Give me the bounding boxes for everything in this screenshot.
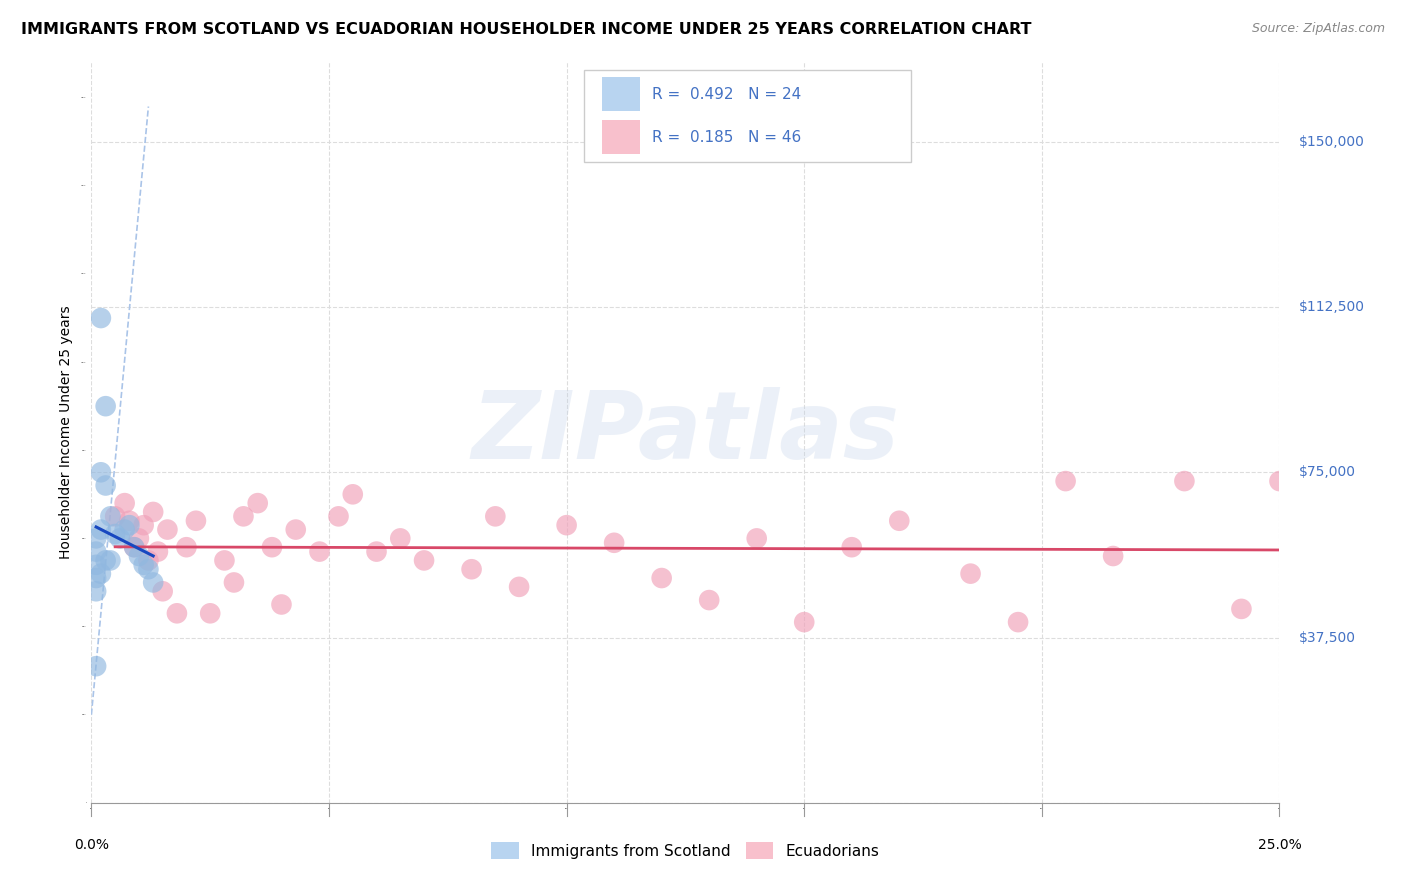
Point [1007, 615, 1029, 629]
Point [90, 523, 112, 537]
Text: R =  0.185   N = 46: R = 0.185 N = 46 [652, 129, 801, 145]
Text: $37,500: $37,500 [1299, 631, 1355, 645]
Point [176, 540, 198, 554]
Point [104, 527, 127, 541]
Point [94, 478, 117, 492]
Point [603, 536, 626, 550]
Point [328, 509, 350, 524]
Point [1268, 474, 1291, 488]
Point [413, 553, 436, 567]
Point [959, 566, 981, 581]
Text: ZIPatlas: ZIPatlas [471, 386, 900, 479]
Point [284, 523, 307, 537]
Point [232, 509, 254, 524]
FancyBboxPatch shape [602, 78, 640, 112]
FancyBboxPatch shape [585, 70, 911, 162]
Point [156, 523, 179, 537]
Point [90, 566, 112, 581]
Point [100, 509, 122, 524]
Point [1102, 549, 1125, 563]
Point [132, 518, 155, 533]
Legend: Immigrants from Scotland, Ecuadorians: Immigrants from Scotland, Ecuadorians [485, 836, 886, 865]
Point [84, 584, 107, 599]
Point [1054, 474, 1077, 488]
Text: 0.0%: 0.0% [75, 838, 108, 852]
Point [84, 571, 107, 585]
Point [104, 509, 127, 524]
Point [138, 553, 160, 567]
Point [342, 487, 364, 501]
Point [142, 505, 165, 519]
Point [122, 540, 145, 554]
Text: 25.0%: 25.0% [1257, 838, 1302, 852]
Point [270, 598, 292, 612]
Point [90, 465, 112, 479]
FancyBboxPatch shape [602, 120, 640, 154]
Point [84, 532, 107, 546]
Point [889, 514, 911, 528]
Point [793, 615, 815, 629]
Point [366, 544, 388, 558]
Point [138, 562, 160, 576]
Point [222, 575, 245, 590]
Point [745, 532, 768, 546]
Point [200, 607, 222, 621]
Point [389, 532, 412, 546]
Point [508, 580, 530, 594]
Point [246, 496, 269, 510]
Point [841, 540, 863, 554]
Point [84, 659, 107, 673]
Point [122, 540, 145, 554]
Point [108, 532, 131, 546]
Point [84, 544, 107, 558]
Point [260, 540, 283, 554]
Point [132, 558, 155, 572]
Text: $75,000: $75,000 [1299, 466, 1355, 479]
Point [146, 544, 169, 558]
Point [84, 558, 107, 572]
Point [114, 523, 136, 537]
Point [484, 509, 506, 524]
Point [118, 514, 141, 528]
Point [152, 584, 174, 599]
Point [651, 571, 673, 585]
Point [460, 562, 482, 576]
Point [142, 575, 165, 590]
Point [128, 532, 150, 546]
Point [118, 518, 141, 533]
Point [697, 593, 720, 607]
Point [166, 607, 188, 621]
Point [184, 514, 207, 528]
Point [90, 311, 112, 326]
Point [94, 553, 117, 567]
Point [100, 553, 122, 567]
Point [214, 553, 236, 567]
Text: $112,500: $112,500 [1299, 300, 1364, 314]
Point [555, 518, 578, 533]
Text: IMMIGRANTS FROM SCOTLAND VS ECUADORIAN HOUSEHOLDER INCOME UNDER 25 YEARS CORRELA: IMMIGRANTS FROM SCOTLAND VS ECUADORIAN H… [21, 22, 1032, 37]
Text: Source: ZipAtlas.com: Source: ZipAtlas.com [1251, 22, 1385, 36]
Point [308, 544, 330, 558]
Point [94, 399, 117, 413]
Point [128, 549, 150, 563]
Y-axis label: Householder Income Under 25 years: Householder Income Under 25 years [59, 306, 73, 559]
Point [1230, 602, 1253, 616]
Text: $150,000: $150,000 [1299, 135, 1364, 149]
Text: R =  0.492   N = 24: R = 0.492 N = 24 [652, 87, 801, 102]
Point [1173, 474, 1195, 488]
Point [114, 496, 136, 510]
